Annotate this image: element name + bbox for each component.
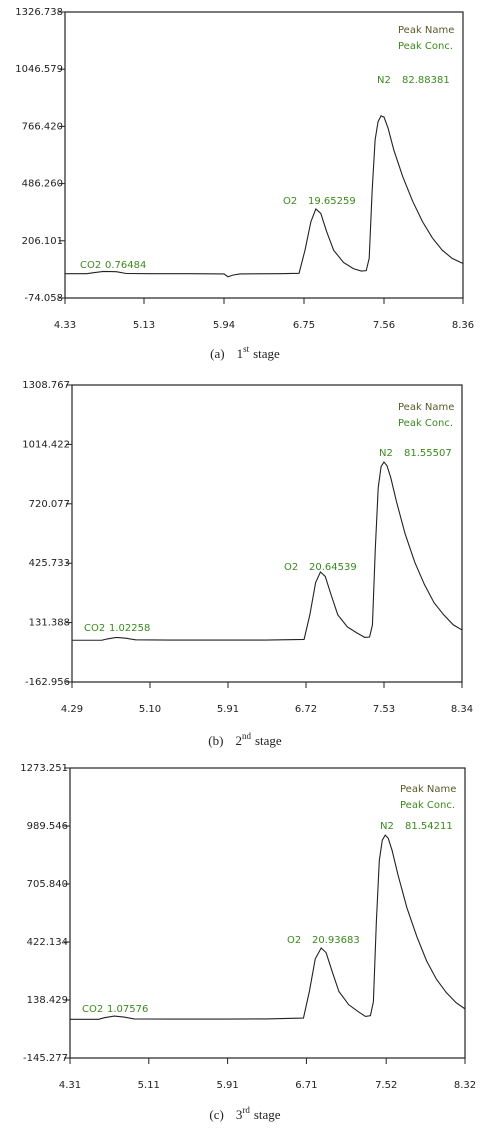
y-tick-label: 705.840 [27, 879, 68, 890]
y-tick-label: 206.101 [22, 236, 63, 247]
peak-name: CO2 [80, 260, 101, 271]
peak-conc: 20.93683 [312, 935, 360, 946]
peak-name: O2 [284, 562, 298, 573]
chromatogram-panel: -145.277 138.429 422.134 705.840 989.546 1273… [20, 763, 476, 1122]
y-tick-label: 138.429 [27, 995, 68, 1006]
peak-name: O2 [287, 935, 301, 946]
y-tick-label: 1308.767 [22, 380, 70, 391]
peak-name: O2 [283, 196, 297, 207]
x-tick-label: 8.36 [452, 320, 474, 331]
caption-label: (c) [209, 1107, 223, 1122]
y-tick-label: 486.260 [22, 179, 63, 190]
y-tick-label: 1273.251 [20, 763, 68, 774]
peak-name: CO2 [82, 1004, 103, 1015]
peak-conc: 0.76484 [105, 260, 146, 271]
legend-label: Peak Conc. [398, 418, 453, 429]
x-tick-label: 6.71 [295, 1080, 317, 1091]
peak-conc: 20.64539 [309, 562, 357, 573]
legend-label: Peak Conc. [400, 800, 455, 811]
y-tick-label: -145.277 [23, 1053, 68, 1064]
y-tick-label: 1014.422 [22, 439, 70, 450]
y-tick-label: 720.077 [29, 499, 70, 510]
peak-conc: 1.02258 [109, 623, 150, 634]
x-tick-label: 5.91 [216, 1080, 238, 1091]
y-tick-label: 1046.579 [15, 64, 63, 75]
caption-suffix: nd [242, 731, 252, 741]
caption: (a) 1st stage [210, 344, 280, 361]
peak-name: N2 [379, 448, 393, 459]
caption-suffix: rd [242, 1105, 250, 1115]
y-tick-label: -162.956 [25, 677, 70, 688]
caption-suffix: st [243, 344, 250, 354]
plot-frame [64, 11, 464, 299]
y-tick-label: 422.134 [27, 937, 68, 948]
caption-text: stage [253, 346, 280, 361]
x-tick-label: 5.94 [213, 320, 235, 331]
y-tick-label: -74.058 [24, 293, 63, 304]
x-tick-label: 7.52 [375, 1080, 397, 1091]
x-tick-label: 8.32 [454, 1080, 476, 1091]
plot-frame [69, 767, 466, 1059]
x-tick-label: 7.56 [373, 320, 395, 331]
legend-label: Peak Name [400, 784, 456, 795]
y-tick-label: 989.546 [27, 821, 68, 832]
legend-label: Peak Name [398, 25, 454, 36]
legend-label: Peak Name [398, 402, 454, 413]
peak-conc: 19.65259 [308, 196, 356, 207]
peak-conc: 82.88381 [402, 75, 450, 86]
trace [65, 115, 464, 278]
trace [70, 834, 466, 1020]
caption-text: stage [255, 733, 282, 748]
x-tick-label: 4.33 [54, 320, 76, 331]
x-tick-label: 5.11 [138, 1080, 160, 1091]
legend-label: Peak Conc. [398, 41, 453, 52]
y-tick-label: 425.733 [29, 558, 70, 569]
x-tick-label: 5.91 [217, 704, 239, 715]
x-tick-label: 5.13 [133, 320, 155, 331]
x-tick-label: 8.34 [451, 704, 473, 715]
peak-conc: 81.55507 [404, 448, 452, 459]
x-tick-label: 6.72 [295, 704, 317, 715]
plot-frame [71, 384, 463, 683]
x-tick-label: 6.75 [293, 320, 315, 331]
y-tick-label: 766.420 [22, 121, 63, 132]
peak-name: N2 [377, 75, 391, 86]
caption: (b) 2nd stage [208, 731, 282, 748]
caption: (c) 3rd stage [209, 1105, 280, 1122]
peak-name: N2 [380, 821, 394, 832]
caption-number: 3 [236, 1107, 243, 1122]
x-tick-label: 4.29 [61, 704, 83, 715]
y-tick-label: 131.388 [29, 618, 70, 629]
peak-name: CO2 [84, 623, 105, 634]
peak-conc: 81.54211 [405, 821, 453, 832]
caption-text: stage [254, 1107, 281, 1122]
chromatogram-panel: -162.956 131.388 425.733 720.077 1014.422 130… [22, 380, 473, 748]
caption-number: 1 [237, 346, 244, 361]
chromatogram-panel: -74.058 206.101 486.260 766.420 1046.579 1326… [15, 7, 474, 361]
caption-label: (a) [210, 346, 224, 361]
x-tick-label: 5.10 [139, 704, 161, 715]
y-tick-label: 1326.738 [15, 7, 63, 18]
x-tick-label: 7.53 [373, 704, 395, 715]
x-tick-label: 4.31 [59, 1080, 81, 1091]
caption-label: (b) [208, 733, 223, 748]
peak-conc: 1.07576 [107, 1004, 148, 1015]
trace [72, 461, 463, 641]
caption-number: 2 [235, 733, 242, 748]
